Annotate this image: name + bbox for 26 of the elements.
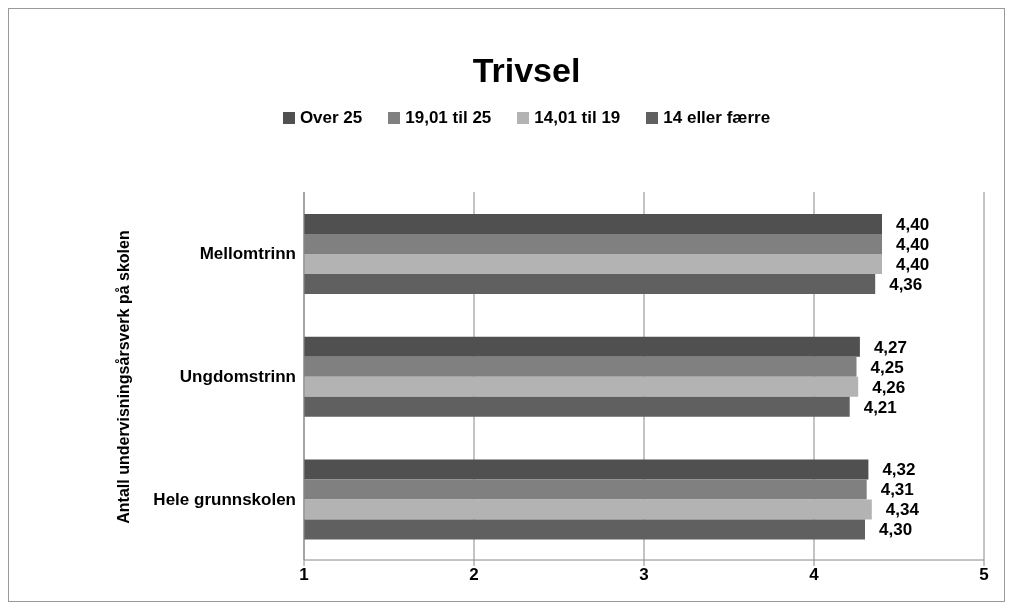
data-label: 4,31 bbox=[880, 480, 914, 500]
x-tick-label: 1 bbox=[299, 565, 309, 585]
chart-title: Trivsel bbox=[471, 51, 582, 90]
data-label: 4,40 bbox=[896, 235, 930, 255]
data-label: 4,27 bbox=[873, 337, 907, 357]
y-tick-label: Hele grunnskolen bbox=[153, 489, 296, 509]
x-tick-label: 4 bbox=[809, 565, 820, 585]
data-label: 4,36 bbox=[889, 275, 923, 295]
legend-label: 19,01 til 25 bbox=[405, 108, 492, 128]
data-label: 4,30 bbox=[879, 520, 913, 540]
legend-label: 14,01 til 19 bbox=[534, 108, 621, 128]
data-label: 4,32 bbox=[882, 460, 916, 480]
y-tick-label: Ungdomstrinn bbox=[179, 367, 296, 387]
data-label: 4,40 bbox=[896, 255, 930, 275]
x-tick-label: 3 bbox=[639, 565, 649, 585]
data-label: 4,25 bbox=[870, 357, 904, 377]
x-tick-label: 5 bbox=[979, 565, 989, 585]
data-label: 4,34 bbox=[885, 500, 920, 520]
y-axis-title: Antall undervisningsårsverk på skolen bbox=[115, 230, 133, 524]
x-tick-label: 2 bbox=[469, 565, 479, 585]
data-label: 4,40 bbox=[896, 215, 930, 235]
data-label: 4,26 bbox=[872, 377, 906, 397]
legend-label: Over 25 bbox=[299, 108, 363, 128]
legend-label: 14 eller færre bbox=[663, 108, 771, 128]
y-tick-label: Mellomtrinn bbox=[199, 244, 296, 264]
data-label: 4,21 bbox=[863, 397, 897, 417]
